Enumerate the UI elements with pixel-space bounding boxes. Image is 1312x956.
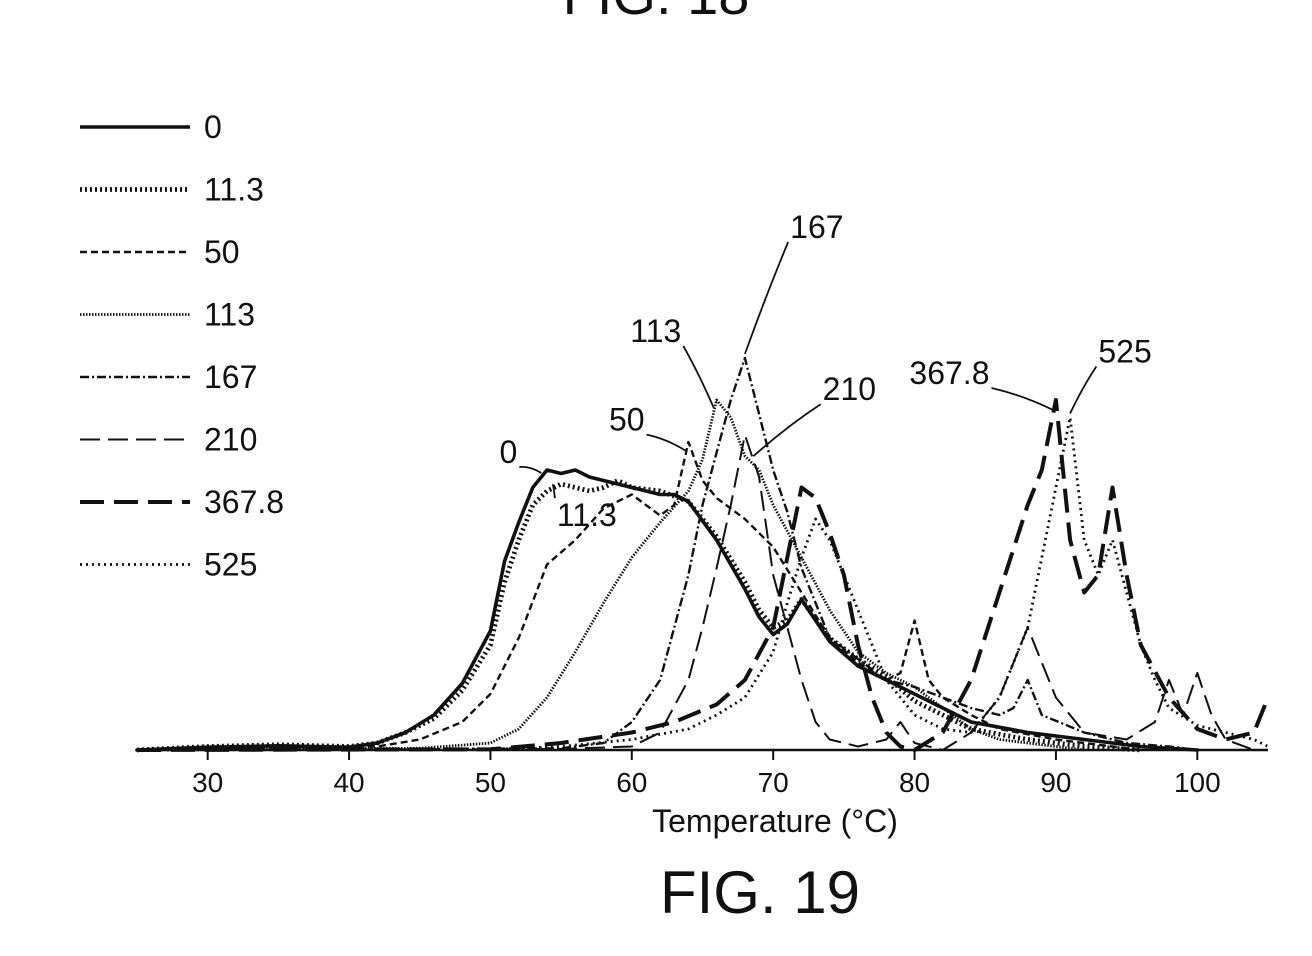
annotation-leader-525 bbox=[1069, 365, 1098, 414]
annotation-label-113: 113 bbox=[630, 313, 681, 349]
x-tick-label: 40 bbox=[333, 767, 364, 798]
series-line-525 bbox=[136, 416, 1269, 752]
annotation-leader-210 bbox=[752, 403, 822, 457]
series-line-50 bbox=[136, 440, 1141, 752]
series-line-113 bbox=[136, 398, 1085, 752]
annotation-leader-113 bbox=[682, 345, 715, 409]
legend-label-50: 50 bbox=[204, 234, 240, 270]
x-axis-title: Temperature (°C) bbox=[652, 803, 898, 839]
annotation-label-11-3: 11.3 bbox=[557, 497, 617, 533]
x-tick-label: 30 bbox=[192, 767, 223, 798]
annotation-label-167: 167 bbox=[790, 209, 843, 245]
legend-label-210: 210 bbox=[204, 422, 257, 458]
series-annotations: 0 11.3 50 113 167 210 367.8 525 bbox=[500, 209, 1152, 533]
x-tick-label: 100 bbox=[1174, 767, 1221, 798]
series-line-210 bbox=[136, 434, 1268, 751]
annotation-leader-11-3 bbox=[551, 483, 556, 499]
legend-label-0: 0 bbox=[204, 109, 222, 145]
series-line-167 bbox=[136, 356, 1198, 752]
series-line-0 bbox=[135, 468, 1200, 752]
series-lines bbox=[135, 356, 1270, 753]
annotation-label-367-8: 367.8 bbox=[909, 355, 989, 391]
x-axis: 30 40 50 60 70 80 90 100 bbox=[137, 748, 1268, 798]
x-tick-label: 50 bbox=[475, 767, 506, 798]
annotation-label-50: 50 bbox=[609, 402, 645, 438]
x-tick-label: 70 bbox=[758, 767, 789, 798]
legend-label-167: 167 bbox=[204, 359, 257, 395]
legend-label-11-3: 11.3 bbox=[204, 172, 264, 208]
legend-label-367-8: 367.8 bbox=[204, 484, 284, 520]
x-tick-label: 90 bbox=[1040, 767, 1071, 798]
previous-figure-caption: FIG. 18 bbox=[0, 0, 1312, 27]
annotation-leader-167 bbox=[744, 241, 789, 355]
legend-label-525: 525 bbox=[204, 547, 257, 583]
figure-caption: FIG. 19 bbox=[659, 859, 861, 926]
annotation-leader-50 bbox=[646, 433, 687, 452]
legend-label-113: 113 bbox=[204, 297, 255, 333]
series-line-11-3 bbox=[136, 478, 1141, 753]
x-tick-label: 80 bbox=[899, 767, 930, 798]
x-tick-label: 60 bbox=[616, 767, 647, 798]
legend: 0 11.3 50 113 167 210 367.8 525 bbox=[80, 109, 284, 583]
annotation-leader-0 bbox=[519, 465, 542, 474]
annotation-label-525: 525 bbox=[1098, 334, 1151, 370]
series-line-367-8 bbox=[136, 398, 1270, 752]
annotation-leader-367-8 bbox=[991, 387, 1054, 411]
annotation-label-0: 0 bbox=[500, 434, 518, 470]
annotation-label-210: 210 bbox=[823, 371, 876, 407]
